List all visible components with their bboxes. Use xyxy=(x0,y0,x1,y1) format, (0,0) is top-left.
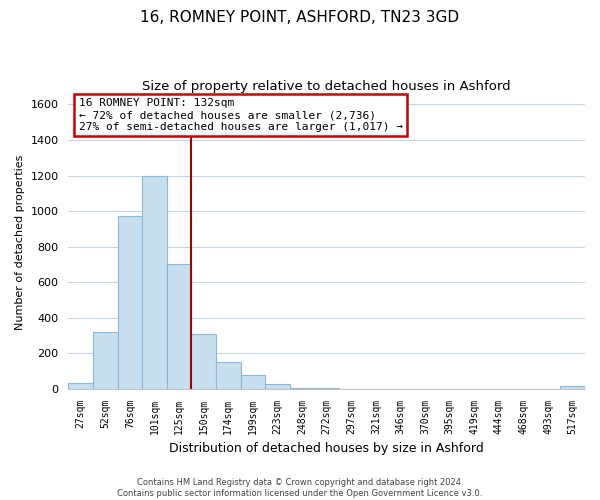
Bar xyxy=(216,362,241,388)
Bar xyxy=(118,216,142,388)
Text: Contains HM Land Registry data © Crown copyright and database right 2024.
Contai: Contains HM Land Registry data © Crown c… xyxy=(118,478,482,498)
X-axis label: Distribution of detached houses by size in Ashford: Distribution of detached houses by size … xyxy=(169,442,484,455)
Title: Size of property relative to detached houses in Ashford: Size of property relative to detached ho… xyxy=(142,80,511,93)
Bar xyxy=(68,384,93,388)
Bar xyxy=(191,334,216,388)
Bar xyxy=(560,386,585,388)
Y-axis label: Number of detached properties: Number of detached properties xyxy=(15,154,25,330)
Bar xyxy=(265,384,290,388)
Text: 16 ROMNEY POINT: 132sqm
← 72% of detached houses are smaller (2,736)
27% of semi: 16 ROMNEY POINT: 132sqm ← 72% of detache… xyxy=(79,98,403,132)
Text: 16, ROMNEY POINT, ASHFORD, TN23 3GD: 16, ROMNEY POINT, ASHFORD, TN23 3GD xyxy=(140,10,460,25)
Bar xyxy=(93,332,118,388)
Bar xyxy=(142,176,167,388)
Bar xyxy=(167,264,191,388)
Bar xyxy=(241,376,265,388)
